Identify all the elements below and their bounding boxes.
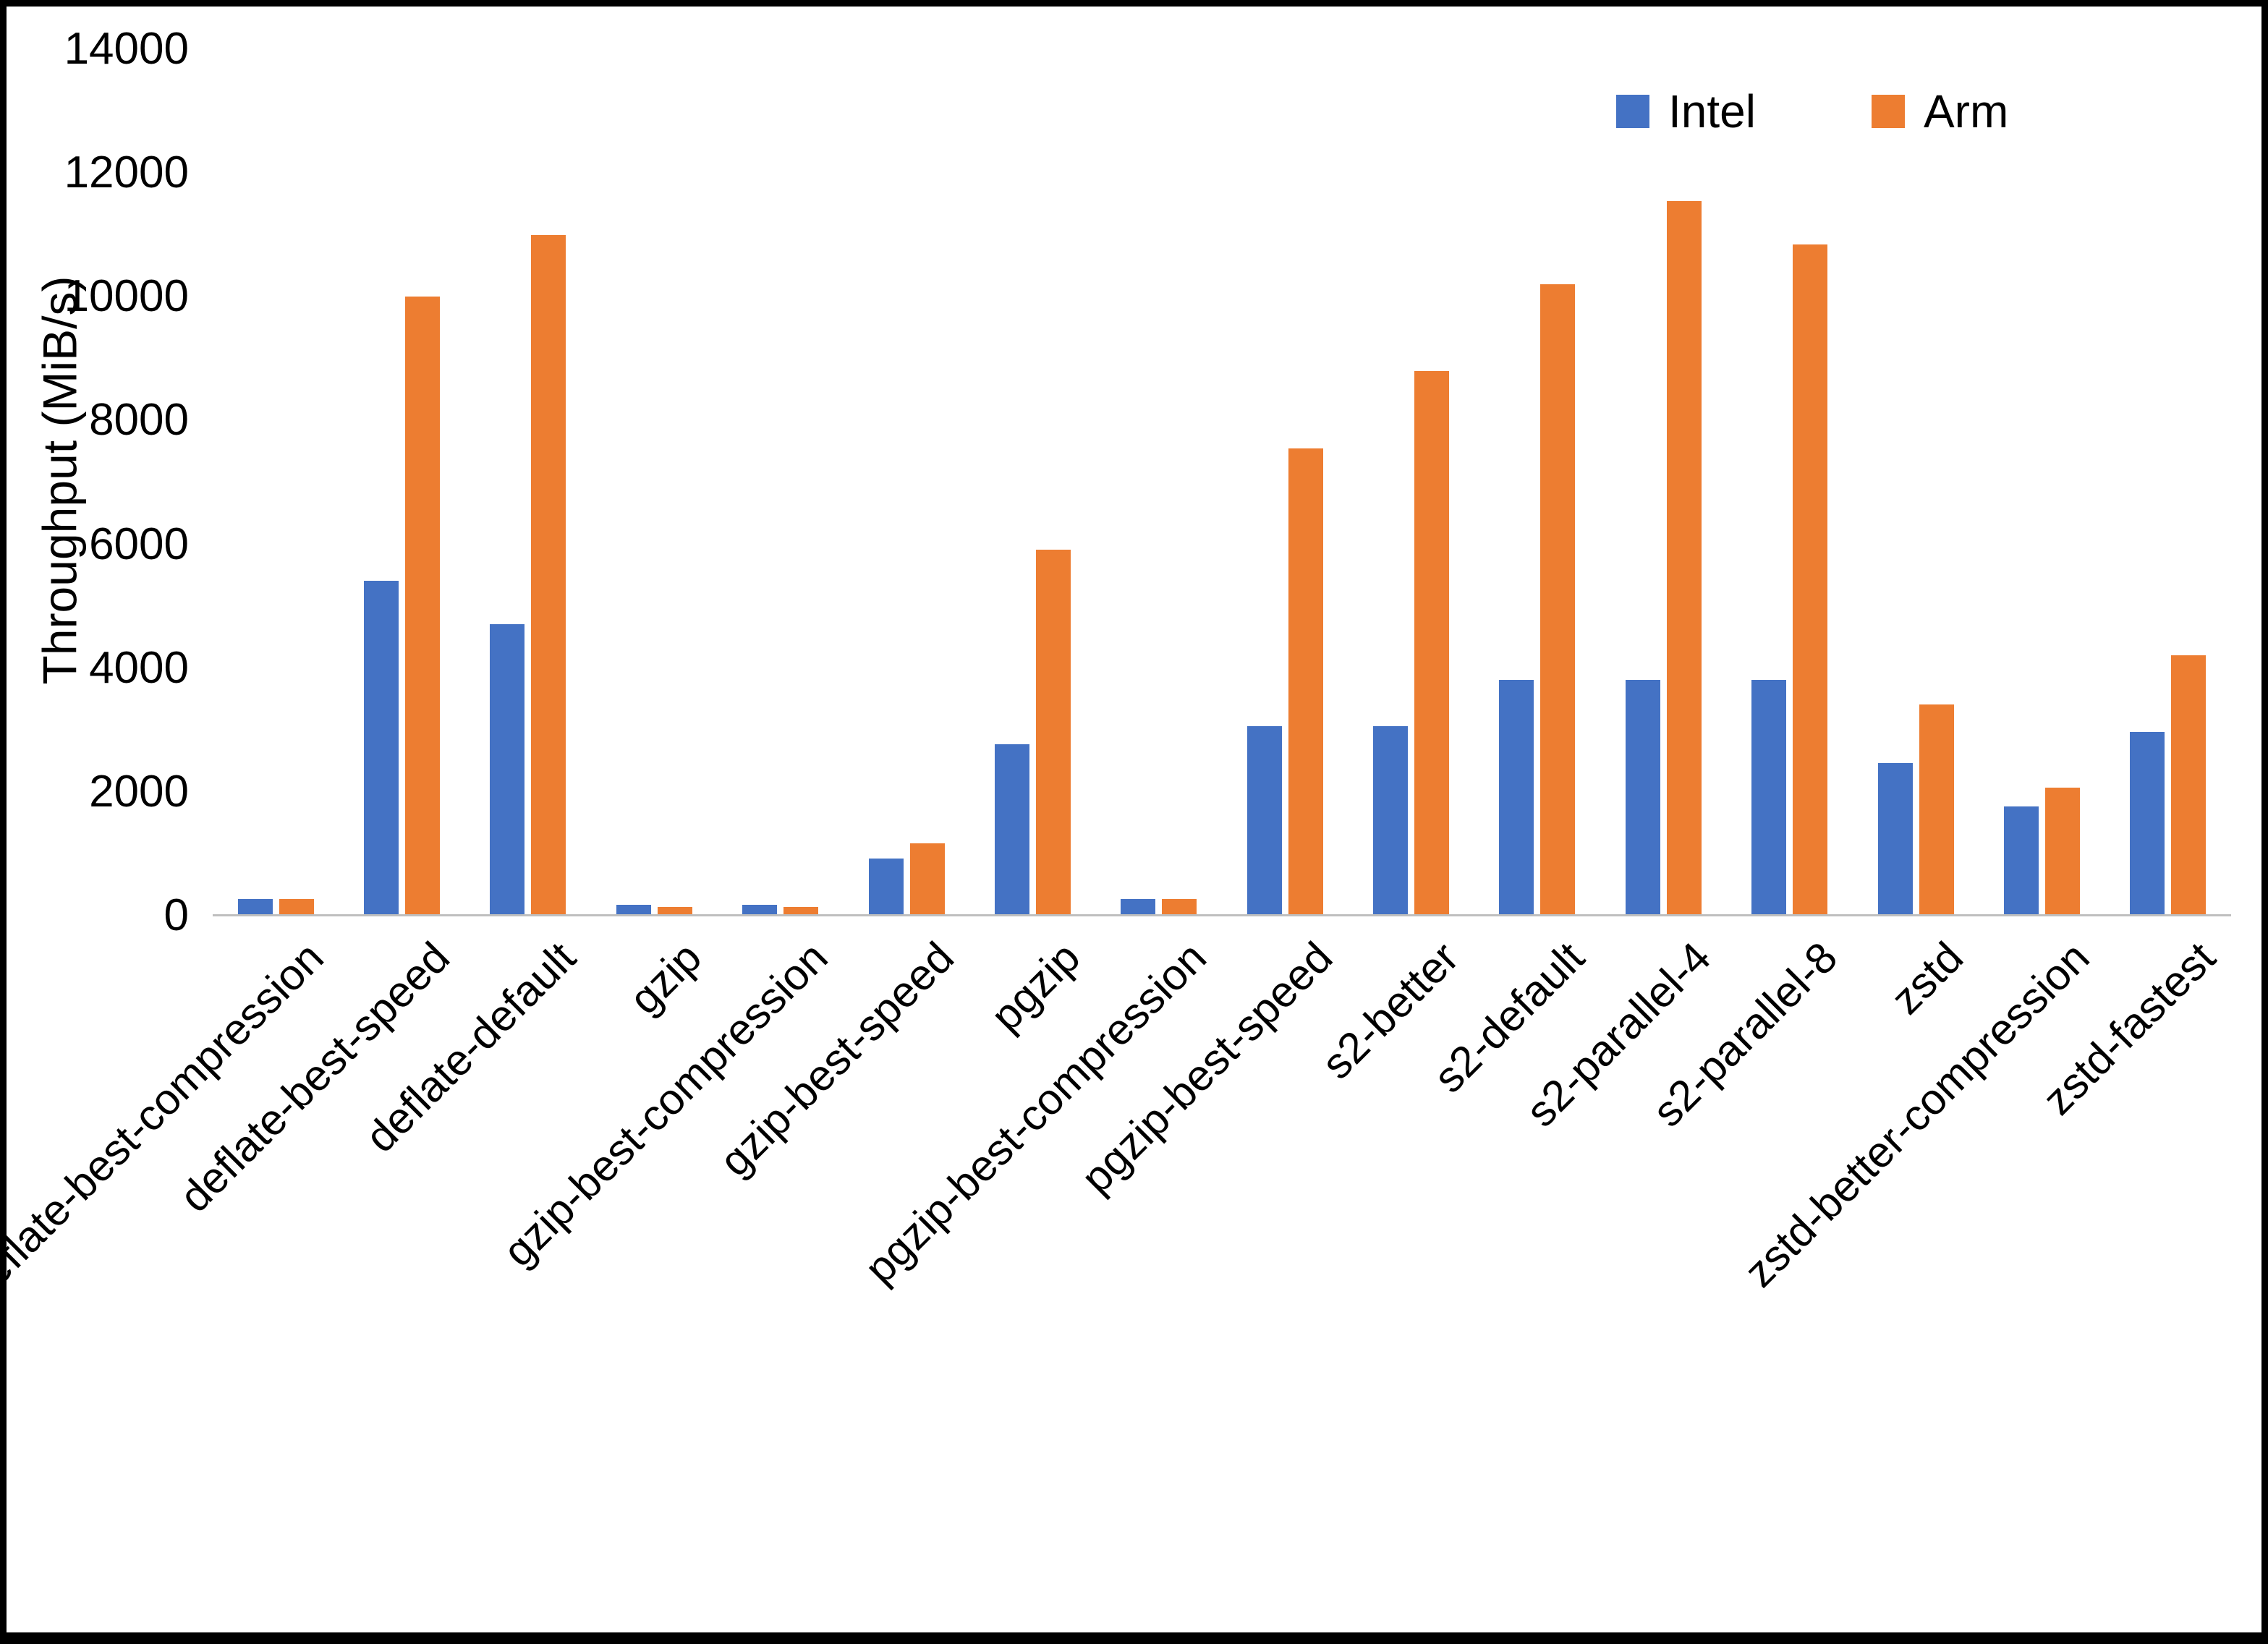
bar-arm [1162,898,1197,914]
y-tick-label: 12000 [64,148,189,198]
bar-intel [1499,679,1534,914]
x-axis-labels: deflate-best-compression deflate-best-spe… [7,932,2231,1619]
y-tick-label: 4000 [89,642,189,693]
bar-group [1474,50,1600,914]
legend-swatch-icon [1871,95,1905,128]
bar-group [1600,50,1726,914]
bar-group [213,50,339,914]
bar-arm [1035,550,1071,914]
bar-arm [657,906,692,914]
bar-intel [742,905,778,914]
bar-intel [1121,898,1156,914]
legend-label: Intel [1668,85,1756,137]
bar-group [1348,50,1474,914]
bar-arm [1919,704,1954,914]
bar-intel [2130,732,2165,914]
bar-arm [1414,370,1450,914]
bar-arm [1666,201,1702,914]
legend-item-intel: Intel [1616,85,1756,138]
y-tick-label: 2000 [89,766,189,817]
bar-arm [405,297,441,914]
bar-arm [1793,244,1828,914]
bar-group [844,50,969,914]
y-tick-label: 10000 [64,271,189,322]
legend: Intel Arm [1616,85,2008,138]
bar-group [1096,50,1222,914]
x-category-label: zstd [1881,932,1973,1023]
x-category-label: gzip-best-speed [710,932,964,1185]
legend-label: Arm [1923,85,2009,137]
y-axis-ticks: 0 2000 4000 6000 8000 10000 12000 14000 [7,7,189,1019]
bar-arm [2044,788,2080,914]
x-category-label: gzip [620,932,711,1023]
bar-arm [2171,655,2207,914]
bar-group [2105,50,2231,914]
bar-group [1727,50,1853,914]
legend-swatch-icon [1616,95,1649,128]
bar-intel [490,623,525,914]
y-tick-label: 6000 [89,519,189,569]
bar-group [718,50,844,914]
bar-group [1853,50,1979,914]
x-category-label: pgzip [981,932,1090,1041]
bar-group [1222,50,1348,914]
bar-intel [237,898,273,914]
bar-arm [783,906,819,914]
bar-group [591,50,717,914]
bar-intel [364,581,399,914]
bar-intel [2003,806,2039,914]
bar-intel [1877,762,1913,914]
y-tick-label: 0 [163,890,189,941]
bar-group [465,50,591,914]
bar-group [1979,50,2105,914]
bar-arm [1288,448,1323,914]
bar-intel [1246,725,1282,914]
bar-group [969,50,1095,914]
bar-intel [616,905,651,914]
bar-group [339,50,464,914]
bar-arm [1540,284,1576,914]
plot-area [213,50,2231,916]
bar-intel [868,859,904,914]
bar-arm [531,235,566,914]
y-tick-label: 8000 [89,395,189,446]
y-tick-label: 14000 [64,24,189,74]
bar-intel [1751,679,1787,914]
bar-intel [1373,725,1409,914]
legend-item-arm: Arm [1871,85,2009,138]
bar-intel [1625,679,1660,914]
bar-arm [909,843,945,914]
bar-arm [279,898,314,914]
bar-intel [994,744,1029,914]
